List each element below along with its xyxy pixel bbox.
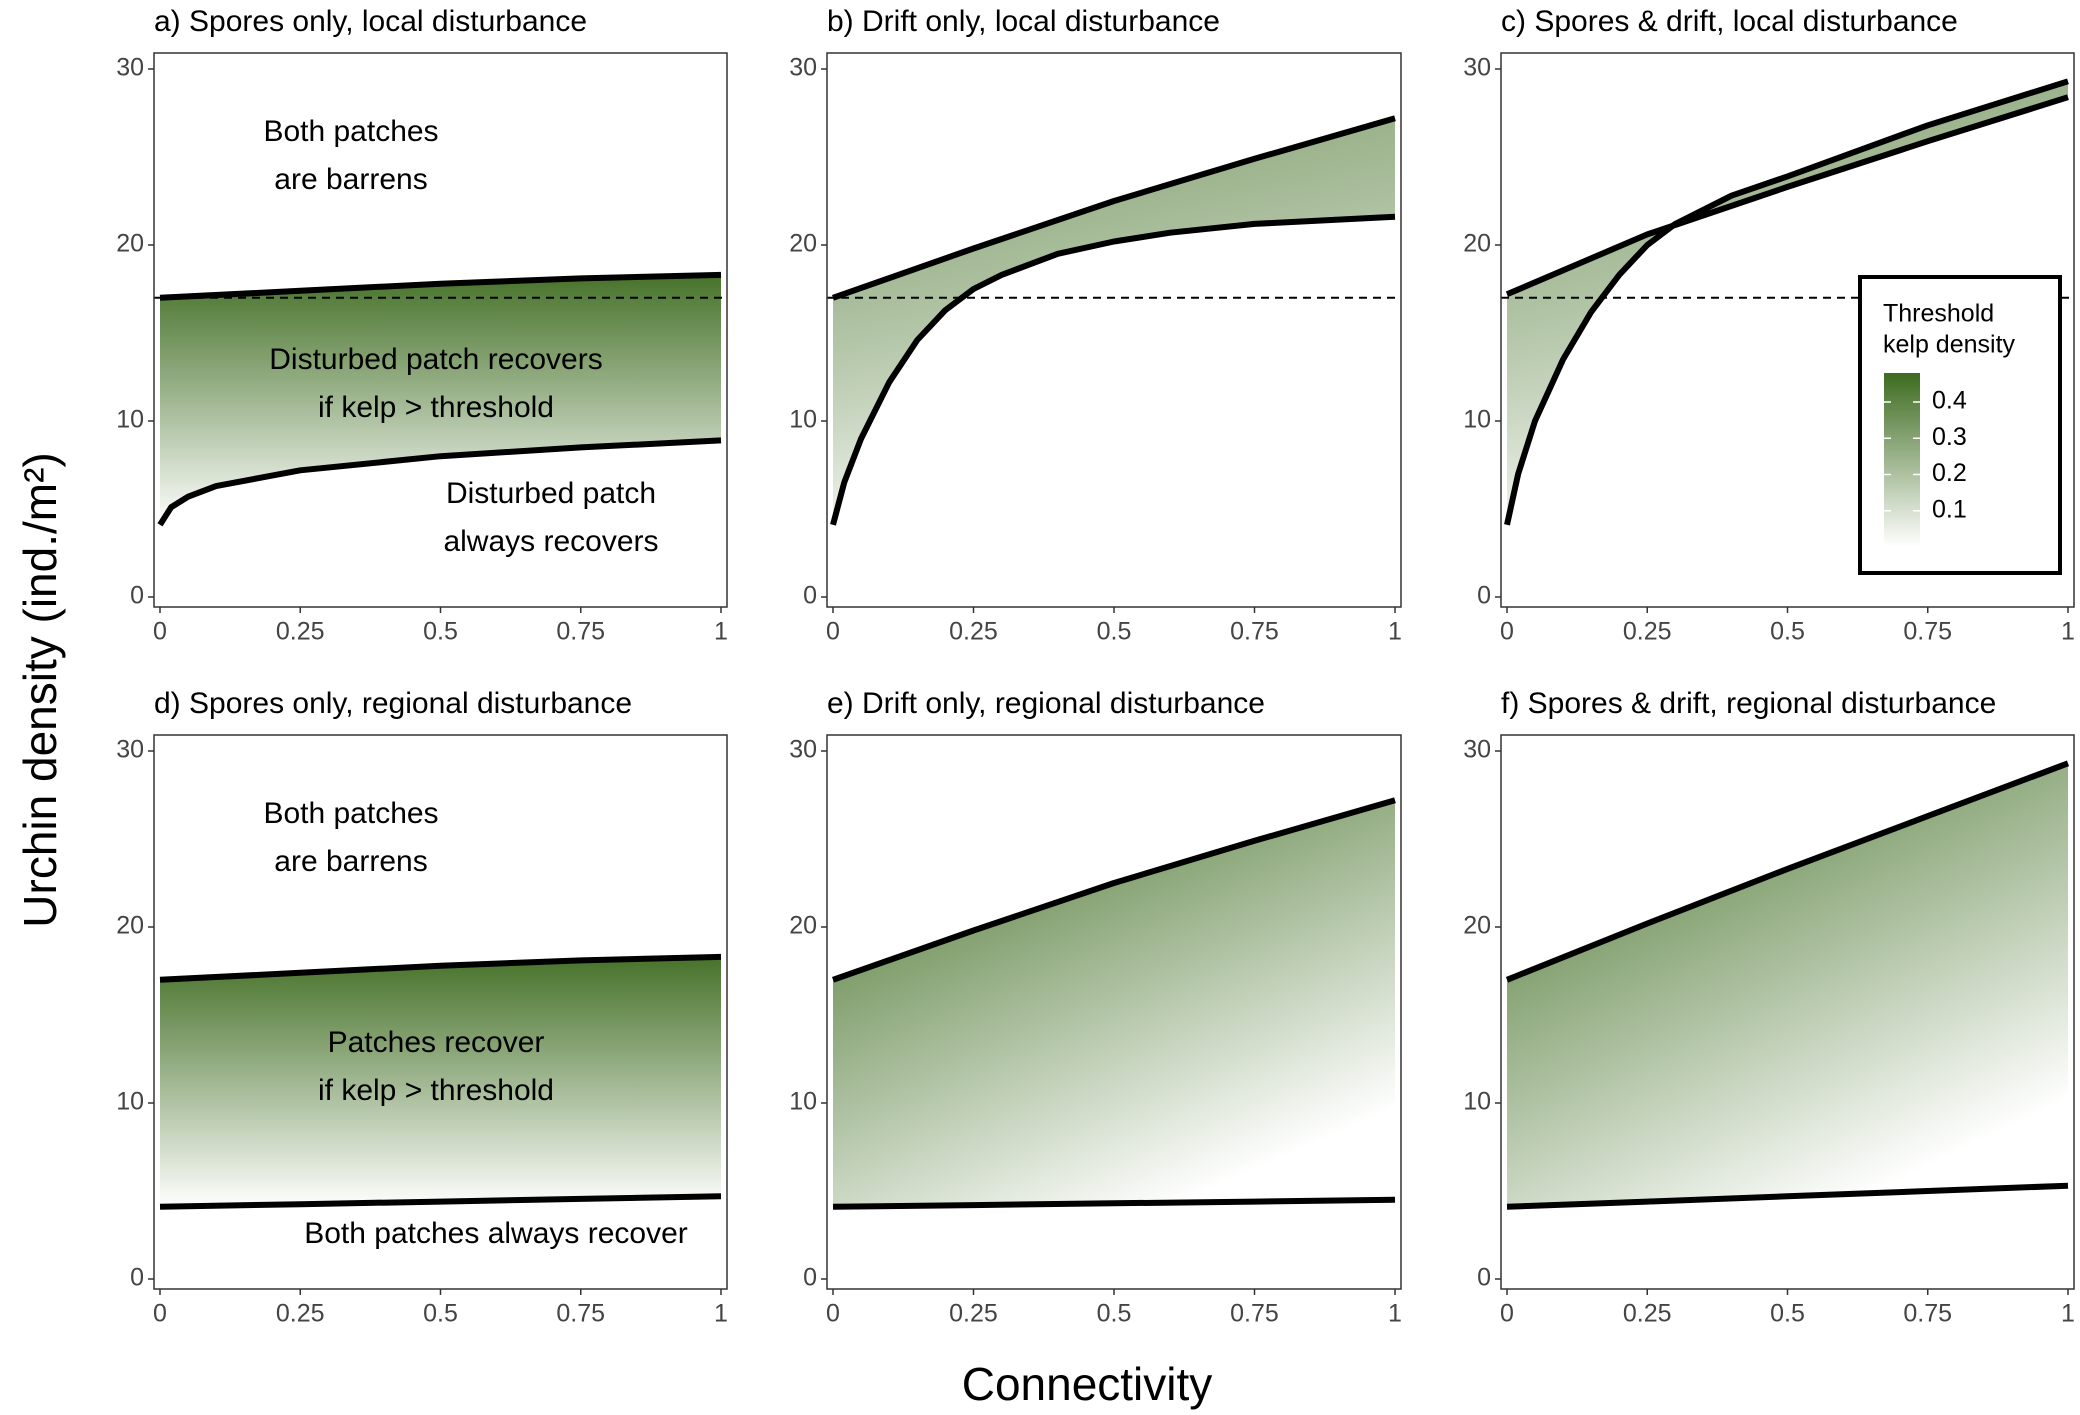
colorbar-tick-label: 0.4 bbox=[1932, 387, 1967, 415]
kelp-threshold-fill bbox=[1507, 763, 2068, 1207]
x-tick-label: 0.25 bbox=[949, 618, 998, 646]
x-tick-label: 0.25 bbox=[1623, 618, 1672, 646]
y-tick-label: 30 bbox=[1463, 736, 1491, 764]
x-tick-label: 0.75 bbox=[556, 1300, 605, 1328]
x-tick-label: 0.5 bbox=[1770, 1300, 1805, 1328]
boundary-line bbox=[159, 953, 722, 983]
annotation: Disturbed patch bbox=[446, 477, 656, 510]
x-tick-label: 0.5 bbox=[1770, 618, 1805, 646]
x-tick-label: 0.25 bbox=[949, 1300, 998, 1328]
x-tick-label: 0.25 bbox=[1623, 1300, 1672, 1328]
y-tick-label: 20 bbox=[789, 912, 817, 940]
annotation: if kelp > threshold bbox=[318, 391, 554, 424]
annotation: Both patches bbox=[263, 797, 438, 830]
legend-title: kelp density bbox=[1883, 331, 2016, 359]
x-tick-label: 0.25 bbox=[276, 618, 325, 646]
annotation: Disturbed patch recovers bbox=[269, 343, 603, 376]
x-tick-label: 1 bbox=[714, 618, 728, 646]
boundary-line bbox=[832, 1196, 1396, 1210]
panel-title: b) Drift only, local disturbance bbox=[827, 5, 1220, 38]
x-tick-label: 0 bbox=[1500, 618, 1514, 646]
boundary-line bbox=[159, 1193, 722, 1210]
y-tick-label: 30 bbox=[1463, 54, 1491, 82]
y-tick-label: 30 bbox=[789, 736, 817, 764]
y-axis-label: Urchin density (ind./m²) bbox=[14, 452, 66, 927]
y-tick-label: 20 bbox=[116, 912, 144, 940]
x-tick-label: 0.5 bbox=[1097, 1300, 1132, 1328]
x-tick-label: 0.5 bbox=[1097, 618, 1132, 646]
x-tick-label: 0 bbox=[153, 1300, 167, 1328]
x-tick-label: 0.75 bbox=[1230, 1300, 1279, 1328]
y-tick-label: 0 bbox=[130, 582, 144, 610]
colorbar-tick-label: 0.3 bbox=[1932, 423, 1967, 451]
panel-title: a) Spores only, local disturbance bbox=[154, 5, 587, 38]
y-tick-label: 10 bbox=[1463, 406, 1491, 434]
x-tick-label: 0.75 bbox=[556, 618, 605, 646]
y-tick-label: 10 bbox=[789, 1088, 817, 1116]
x-tick-label: 1 bbox=[2061, 1300, 2075, 1328]
y-tick-label: 0 bbox=[130, 1264, 144, 1292]
panel-title: c) Spores & drift, local disturbance bbox=[1501, 5, 1958, 38]
y-tick-label: 10 bbox=[116, 1088, 144, 1116]
legend-title: Threshold bbox=[1883, 300, 1994, 328]
boundary-line bbox=[830, 213, 1396, 526]
annotation: are barrens bbox=[274, 163, 427, 196]
x-tick-label: 0.5 bbox=[423, 618, 458, 646]
y-tick-label: 30 bbox=[116, 736, 144, 764]
x-tick-label: 1 bbox=[2061, 618, 2075, 646]
y-tick-label: 20 bbox=[1463, 230, 1491, 258]
annotation: if kelp > threshold bbox=[318, 1074, 554, 1107]
y-tick-label: 0 bbox=[1477, 1264, 1491, 1292]
colorbar bbox=[1884, 373, 1920, 547]
x-tick-label: 0.5 bbox=[423, 1300, 458, 1328]
y-tick-label: 20 bbox=[1463, 912, 1491, 940]
annotation: Patches recover bbox=[328, 1026, 545, 1059]
x-tick-label: 0.75 bbox=[1903, 618, 1952, 646]
y-tick-label: 10 bbox=[1463, 1088, 1491, 1116]
colorbar-tick-label: 0.1 bbox=[1932, 495, 1967, 523]
x-tick-label: 0 bbox=[1500, 1300, 1514, 1328]
y-tick-label: 10 bbox=[789, 406, 817, 434]
y-tick-label: 0 bbox=[803, 1264, 817, 1292]
y-tick-label: 30 bbox=[789, 54, 817, 82]
boundary-line bbox=[1506, 1182, 2069, 1210]
boundary-line bbox=[159, 271, 722, 301]
kelp-threshold-fill bbox=[833, 118, 1395, 525]
y-tick-label: 0 bbox=[1477, 582, 1491, 610]
boundary-line bbox=[1505, 94, 2069, 298]
boundary-line bbox=[1505, 760, 2070, 983]
boundary-line bbox=[1504, 78, 2069, 526]
x-tick-label: 0.75 bbox=[1230, 618, 1279, 646]
boundary-line bbox=[832, 797, 1396, 983]
annotation: Both patches bbox=[263, 115, 438, 148]
x-tick-label: 0.75 bbox=[1903, 1300, 1952, 1328]
x-tick-label: 0.25 bbox=[276, 1300, 325, 1328]
kelp-threshold-fill bbox=[833, 800, 1395, 1207]
x-tick-label: 1 bbox=[1388, 618, 1402, 646]
y-tick-label: 20 bbox=[789, 230, 817, 258]
panel-title: d) Spores only, regional disturbance bbox=[154, 687, 632, 720]
x-tick-label: 1 bbox=[714, 1300, 728, 1328]
annotation: always recovers bbox=[443, 525, 658, 558]
y-tick-label: 20 bbox=[116, 230, 144, 258]
x-tick-label: 0 bbox=[153, 618, 167, 646]
boundary-line bbox=[832, 115, 1396, 301]
colorbar-tick-label: 0.2 bbox=[1932, 459, 1967, 487]
x-tick-label: 0 bbox=[826, 1300, 840, 1328]
kelp-threshold-fill bbox=[160, 274, 721, 525]
y-tick-label: 30 bbox=[116, 54, 144, 82]
y-tick-label: 0 bbox=[803, 582, 817, 610]
panel-title: f) Spores & drift, regional disturbance bbox=[1501, 687, 1996, 720]
y-tick-label: 10 bbox=[116, 406, 144, 434]
panel-title: e) Drift only, regional disturbance bbox=[827, 687, 1265, 720]
x-axis-label: Connectivity bbox=[962, 1358, 1213, 1410]
annotation: are barrens bbox=[274, 845, 427, 878]
x-tick-label: 1 bbox=[1388, 1300, 1402, 1328]
kelp-threshold-fill bbox=[160, 956, 721, 1207]
annotation: Both patches always recover bbox=[304, 1217, 688, 1250]
boundary-line bbox=[157, 437, 722, 527]
x-tick-label: 0 bbox=[826, 618, 840, 646]
